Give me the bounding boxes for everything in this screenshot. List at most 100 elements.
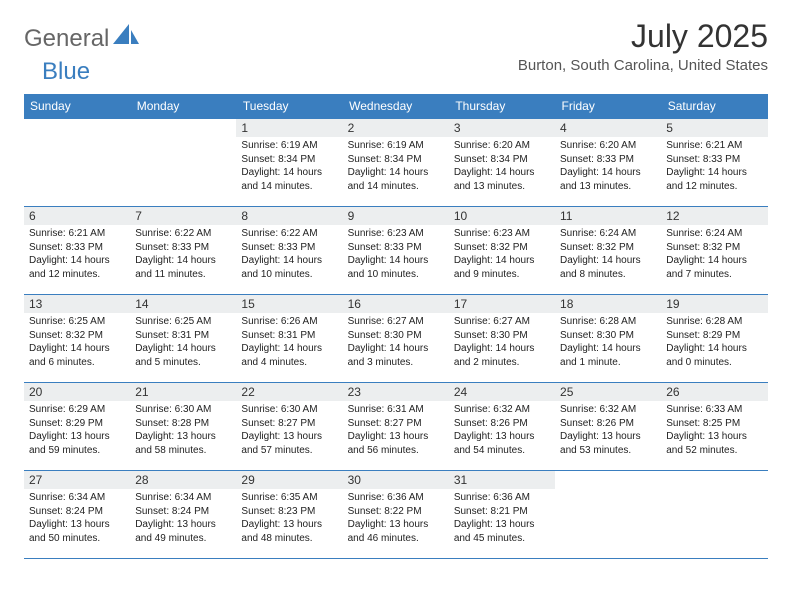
- day-details: Sunrise: 6:22 AMSunset: 8:33 PMDaylight:…: [236, 225, 342, 287]
- daylight-text-2: and 6 minutes.: [29, 357, 125, 370]
- daylight-text-1: Daylight: 13 hours: [348, 519, 444, 532]
- day-number: 31: [449, 471, 555, 489]
- calendar-cell: 6Sunrise: 6:21 AMSunset: 8:33 PMDaylight…: [24, 207, 130, 295]
- daylight-text-1: Daylight: 13 hours: [454, 431, 550, 444]
- day-details: Sunrise: 6:26 AMSunset: 8:31 PMDaylight:…: [236, 313, 342, 375]
- calendar-cell: [661, 471, 767, 559]
- sunset-text: Sunset: 8:22 PM: [348, 506, 444, 519]
- sunrise-text: Sunrise: 6:33 AM: [666, 404, 762, 417]
- sunrise-text: Sunrise: 6:24 AM: [560, 228, 656, 241]
- day-number: 15: [236, 295, 342, 313]
- sunrise-text: Sunrise: 6:23 AM: [454, 228, 550, 241]
- sunrise-text: Sunrise: 6:20 AM: [560, 140, 656, 153]
- daylight-text-2: and 12 minutes.: [666, 181, 762, 194]
- sunrise-text: Sunrise: 6:20 AM: [454, 140, 550, 153]
- day-number: 21: [130, 383, 236, 401]
- calendar-cell: 11Sunrise: 6:24 AMSunset: 8:32 PMDayligh…: [555, 207, 661, 295]
- day-number: 3: [449, 119, 555, 137]
- calendar-row: 6Sunrise: 6:21 AMSunset: 8:33 PMDaylight…: [24, 207, 768, 295]
- daylight-text-2: and 45 minutes.: [454, 533, 550, 546]
- sunset-text: Sunset: 8:33 PM: [29, 242, 125, 255]
- daylight-text-1: Daylight: 14 hours: [241, 167, 337, 180]
- day-number: 13: [24, 295, 130, 313]
- sunrise-text: Sunrise: 6:34 AM: [135, 492, 231, 505]
- daylight-text-1: Daylight: 13 hours: [29, 431, 125, 444]
- sunset-text: Sunset: 8:21 PM: [454, 506, 550, 519]
- calendar-table: Sunday Monday Tuesday Wednesday Thursday…: [24, 94, 768, 559]
- calendar-row: 13Sunrise: 6:25 AMSunset: 8:32 PMDayligh…: [24, 295, 768, 383]
- day-details: Sunrise: 6:34 AMSunset: 8:24 PMDaylight:…: [24, 489, 130, 551]
- month-title: July 2025: [518, 18, 768, 55]
- daylight-text-2: and 8 minutes.: [560, 269, 656, 282]
- sunset-text: Sunset: 8:24 PM: [135, 506, 231, 519]
- sunrise-text: Sunrise: 6:36 AM: [348, 492, 444, 505]
- day-number: 24: [449, 383, 555, 401]
- daylight-text-2: and 52 minutes.: [666, 445, 762, 458]
- daylight-text-2: and 2 minutes.: [454, 357, 550, 370]
- daylight-text-1: Daylight: 14 hours: [348, 255, 444, 268]
- title-block: July 2025 Burton, South Carolina, United…: [518, 18, 768, 74]
- day-number: 26: [661, 383, 767, 401]
- sunset-text: Sunset: 8:33 PM: [135, 242, 231, 255]
- calendar-cell: 18Sunrise: 6:28 AMSunset: 8:30 PMDayligh…: [555, 295, 661, 383]
- day-number: 9: [343, 207, 449, 225]
- sunset-text: Sunset: 8:33 PM: [666, 154, 762, 167]
- calendar-cell: [130, 119, 236, 207]
- daylight-text-1: Daylight: 13 hours: [29, 519, 125, 532]
- day-details: Sunrise: 6:23 AMSunset: 8:33 PMDaylight:…: [343, 225, 449, 287]
- sunrise-text: Sunrise: 6:30 AM: [135, 404, 231, 417]
- daylight-text-2: and 1 minute.: [560, 357, 656, 370]
- calendar-cell: 31Sunrise: 6:36 AMSunset: 8:21 PMDayligh…: [449, 471, 555, 559]
- day-details: Sunrise: 6:36 AMSunset: 8:21 PMDaylight:…: [449, 489, 555, 551]
- calendar-body: 1Sunrise: 6:19 AMSunset: 8:34 PMDaylight…: [24, 119, 768, 559]
- day-number: 20: [24, 383, 130, 401]
- daylight-text-2: and 50 minutes.: [29, 533, 125, 546]
- sunrise-text: Sunrise: 6:27 AM: [454, 316, 550, 329]
- calendar-cell: 1Sunrise: 6:19 AMSunset: 8:34 PMDaylight…: [236, 119, 342, 207]
- daylight-text-1: Daylight: 14 hours: [454, 343, 550, 356]
- brand-text-blue: Blue: [42, 58, 90, 85]
- daylight-text-1: Daylight: 14 hours: [666, 343, 762, 356]
- calendar-cell: 5Sunrise: 6:21 AMSunset: 8:33 PMDaylight…: [661, 119, 767, 207]
- daylight-text-2: and 13 minutes.: [560, 181, 656, 194]
- daylight-text-1: Daylight: 14 hours: [560, 343, 656, 356]
- calendar-cell: 3Sunrise: 6:20 AMSunset: 8:34 PMDaylight…: [449, 119, 555, 207]
- day-details: Sunrise: 6:30 AMSunset: 8:28 PMDaylight:…: [130, 401, 236, 463]
- sunrise-text: Sunrise: 6:22 AM: [241, 228, 337, 241]
- day-number: 18: [555, 295, 661, 313]
- daylight-text-2: and 14 minutes.: [241, 181, 337, 194]
- sunrise-text: Sunrise: 6:21 AM: [29, 228, 125, 241]
- day-details: Sunrise: 6:33 AMSunset: 8:25 PMDaylight:…: [661, 401, 767, 463]
- calendar-cell: [555, 471, 661, 559]
- sunset-text: Sunset: 8:33 PM: [560, 154, 656, 167]
- sunset-text: Sunset: 8:26 PM: [454, 418, 550, 431]
- daylight-text-1: Daylight: 13 hours: [348, 431, 444, 444]
- daylight-text-2: and 58 minutes.: [135, 445, 231, 458]
- calendar-cell: 21Sunrise: 6:30 AMSunset: 8:28 PMDayligh…: [130, 383, 236, 471]
- calendar-cell: 12Sunrise: 6:24 AMSunset: 8:32 PMDayligh…: [661, 207, 767, 295]
- calendar-cell: 23Sunrise: 6:31 AMSunset: 8:27 PMDayligh…: [343, 383, 449, 471]
- sunrise-text: Sunrise: 6:29 AM: [29, 404, 125, 417]
- sunrise-text: Sunrise: 6:28 AM: [666, 316, 762, 329]
- calendar-cell: 15Sunrise: 6:26 AMSunset: 8:31 PMDayligh…: [236, 295, 342, 383]
- page: General July 2025 Burton, South Carolina…: [0, 0, 792, 577]
- calendar-cell: 14Sunrise: 6:25 AMSunset: 8:31 PMDayligh…: [130, 295, 236, 383]
- sunset-text: Sunset: 8:29 PM: [29, 418, 125, 431]
- day-details: Sunrise: 6:28 AMSunset: 8:29 PMDaylight:…: [661, 313, 767, 375]
- sunset-text: Sunset: 8:33 PM: [348, 242, 444, 255]
- calendar-cell: 19Sunrise: 6:28 AMSunset: 8:29 PMDayligh…: [661, 295, 767, 383]
- daylight-text-1: Daylight: 14 hours: [454, 255, 550, 268]
- sunset-text: Sunset: 8:26 PM: [560, 418, 656, 431]
- calendar-cell: 7Sunrise: 6:22 AMSunset: 8:33 PMDaylight…: [130, 207, 236, 295]
- sunrise-text: Sunrise: 6:30 AM: [241, 404, 337, 417]
- sunrise-text: Sunrise: 6:34 AM: [29, 492, 125, 505]
- sunset-text: Sunset: 8:33 PM: [241, 242, 337, 255]
- calendar-cell: 4Sunrise: 6:20 AMSunset: 8:33 PMDaylight…: [555, 119, 661, 207]
- day-details: Sunrise: 6:19 AMSunset: 8:34 PMDaylight:…: [236, 137, 342, 199]
- calendar-cell: 29Sunrise: 6:35 AMSunset: 8:23 PMDayligh…: [236, 471, 342, 559]
- sunrise-text: Sunrise: 6:25 AM: [29, 316, 125, 329]
- sunrise-text: Sunrise: 6:26 AM: [241, 316, 337, 329]
- sunset-text: Sunset: 8:24 PM: [29, 506, 125, 519]
- brand-logo: General: [24, 24, 139, 53]
- daylight-text-1: Daylight: 13 hours: [135, 431, 231, 444]
